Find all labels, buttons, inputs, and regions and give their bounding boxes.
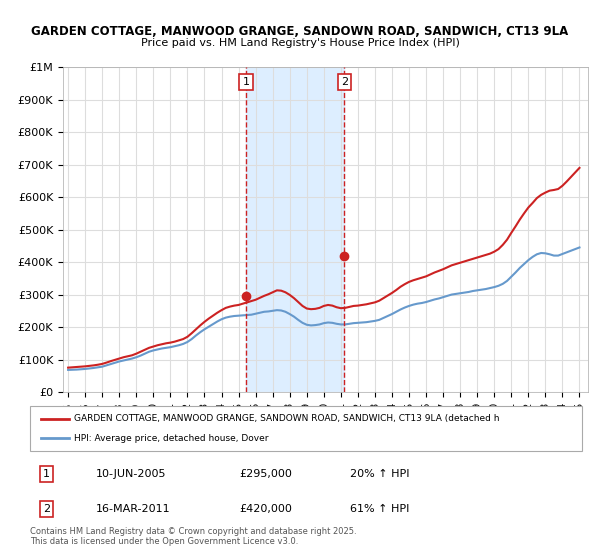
Text: 16-MAR-2011: 16-MAR-2011 — [96, 504, 171, 514]
Text: 1: 1 — [242, 77, 250, 87]
Text: 2: 2 — [43, 504, 50, 514]
FancyBboxPatch shape — [30, 406, 582, 451]
Text: £420,000: £420,000 — [240, 504, 293, 514]
Text: 10-JUN-2005: 10-JUN-2005 — [96, 469, 167, 479]
Text: 2: 2 — [341, 77, 348, 87]
Text: GARDEN COTTAGE, MANWOOD GRANGE, SANDOWN ROAD, SANDWICH, CT13 9LA: GARDEN COTTAGE, MANWOOD GRANGE, SANDOWN … — [31, 25, 569, 38]
Text: Price paid vs. HM Land Registry's House Price Index (HPI): Price paid vs. HM Land Registry's House … — [140, 38, 460, 48]
Text: Contains HM Land Registry data © Crown copyright and database right 2025.
This d: Contains HM Land Registry data © Crown c… — [30, 526, 356, 546]
Text: £295,000: £295,000 — [240, 469, 293, 479]
Text: 61% ↑ HPI: 61% ↑ HPI — [350, 504, 410, 514]
Bar — [246, 67, 344, 392]
Text: GARDEN COTTAGE, MANWOOD GRANGE, SANDOWN ROAD, SANDWICH, CT13 9LA (detached h: GARDEN COTTAGE, MANWOOD GRANGE, SANDOWN … — [74, 414, 500, 423]
Text: 1: 1 — [43, 469, 50, 479]
Text: 20% ↑ HPI: 20% ↑ HPI — [350, 469, 410, 479]
Text: HPI: Average price, detached house, Dover: HPI: Average price, detached house, Dove… — [74, 434, 269, 443]
